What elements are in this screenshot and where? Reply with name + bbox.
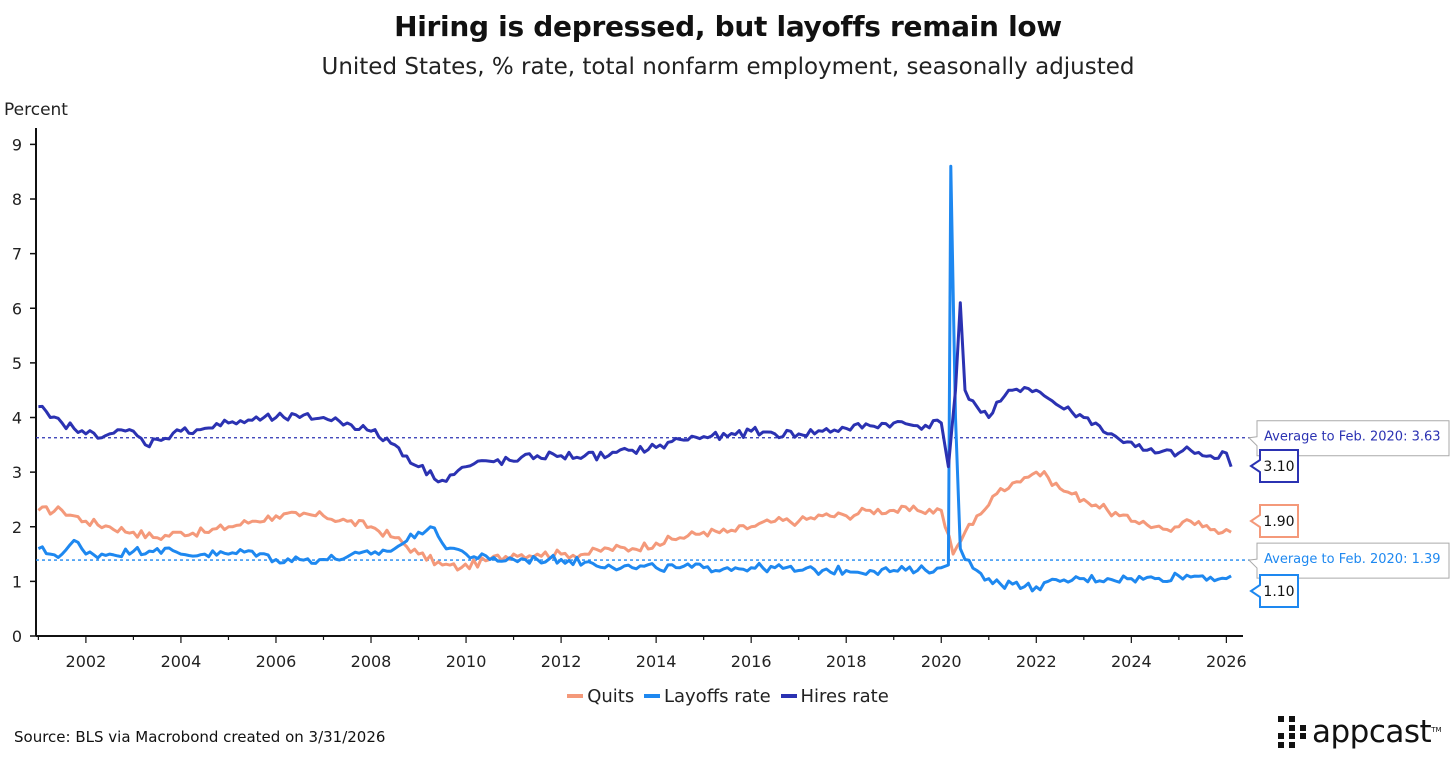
y-tick-label: 9 [12, 135, 22, 154]
end-label-value-quits: 1.90 [1263, 514, 1294, 530]
x-tick-label: 2008 [351, 652, 392, 671]
chart-subtitle: United States, % rate, total nonfarm emp… [321, 54, 1135, 80]
end-label-box-layoffs-rate [1249, 574, 1299, 608]
end-label-box-quits [1249, 504, 1299, 538]
x-tick-label: 2012 [541, 652, 582, 671]
legend-label-quits: Quits [587, 686, 635, 707]
y-tick-label: 6 [12, 299, 22, 318]
legend-label-hires: Hires rate [800, 686, 889, 707]
legend-item-hires: Hires rate [780, 686, 889, 707]
x-tick-label: 2010 [446, 652, 487, 671]
y-axis-label: Percent [4, 100, 68, 120]
appcast-logo-text: appcast [1312, 714, 1432, 750]
line-chart: 0 1 2 3 4 5 6 7 8 9 2002 2004 2006 2008 2010 2012 2014 20… [12, 128, 1450, 671]
chart-title: Hiring is depressed, but layoffs remain … [394, 10, 1062, 43]
y-tick-label: 5 [12, 354, 22, 373]
y-tick-label: 3 [12, 463, 22, 482]
legend-label-layoffs: Layoffs rate [663, 686, 771, 707]
y-tick-label: 8 [12, 190, 22, 209]
y-tick-label: 7 [12, 245, 22, 264]
legend-item-layoffs: Layoffs rate [643, 686, 771, 707]
appcast-logo-tm: TM [1431, 726, 1442, 734]
x-tick-label: 2026 [1206, 652, 1247, 671]
appcast-logo-icon [1278, 716, 1306, 748]
reference-callout-label-hires-rate: Average to Feb. 2020: 3.63 [1264, 430, 1441, 445]
y-tick-label: 2 [12, 518, 22, 537]
x-tick-label: 2006 [256, 652, 297, 671]
x-tick-label: 2018 [826, 652, 867, 671]
series-line-layoffs-rate [37, 164, 1232, 593]
reference-lines: Average to Feb. 2020: 3.63 Average to Feb… [36, 420, 1450, 579]
x-tick-label: 2020 [921, 652, 962, 671]
end-labels: 3.10 1.90 1.10 [1249, 449, 1299, 608]
legend-swatch-hires [780, 694, 797, 698]
x-tick-label: 2024 [1111, 652, 1152, 671]
legend-swatch-layoffs [643, 694, 660, 698]
end-label-value-layoffs-rate: 1.10 [1263, 584, 1294, 600]
x-tick-label: 2022 [1016, 652, 1057, 671]
legend: Quits Layoffs rate Hires rate [0, 686, 1456, 707]
legend-swatch-quits [567, 694, 584, 698]
x-tick-label: 2004 [161, 652, 202, 671]
reference-callout-box-layoffs-rate [1247, 542, 1450, 579]
y-tick-label: 4 [12, 409, 22, 428]
x-tick-label: 2002 [66, 652, 107, 671]
reference-callout-box-hires-rate [1247, 420, 1450, 457]
series-line-quits [37, 470, 1232, 572]
x-tick-label: 2014 [636, 652, 677, 671]
legend-item-quits: Quits [567, 686, 634, 707]
end-label-value-hires-rate: 3.10 [1263, 459, 1294, 475]
x-tick-label: 2016 [731, 652, 772, 671]
end-label-box-hires-rate [1249, 449, 1299, 483]
appcast-logo: appcast TM [1278, 712, 1442, 752]
y-tick-label: 0 [12, 627, 22, 646]
y-tick-label: 1 [12, 572, 22, 591]
series-line-hires-rate [38, 301, 1233, 484]
series-lines [37, 164, 1233, 593]
axes: 0 1 2 3 4 5 6 7 8 9 2002 2004 2006 2008 2010 2012 2014 20… [12, 128, 1247, 671]
source-note: Source: BLS via Macrobond created on 3/3… [14, 728, 386, 746]
reference-callout-label-layoffs-rate: Average to Feb. 2020: 1.39 [1264, 552, 1441, 567]
